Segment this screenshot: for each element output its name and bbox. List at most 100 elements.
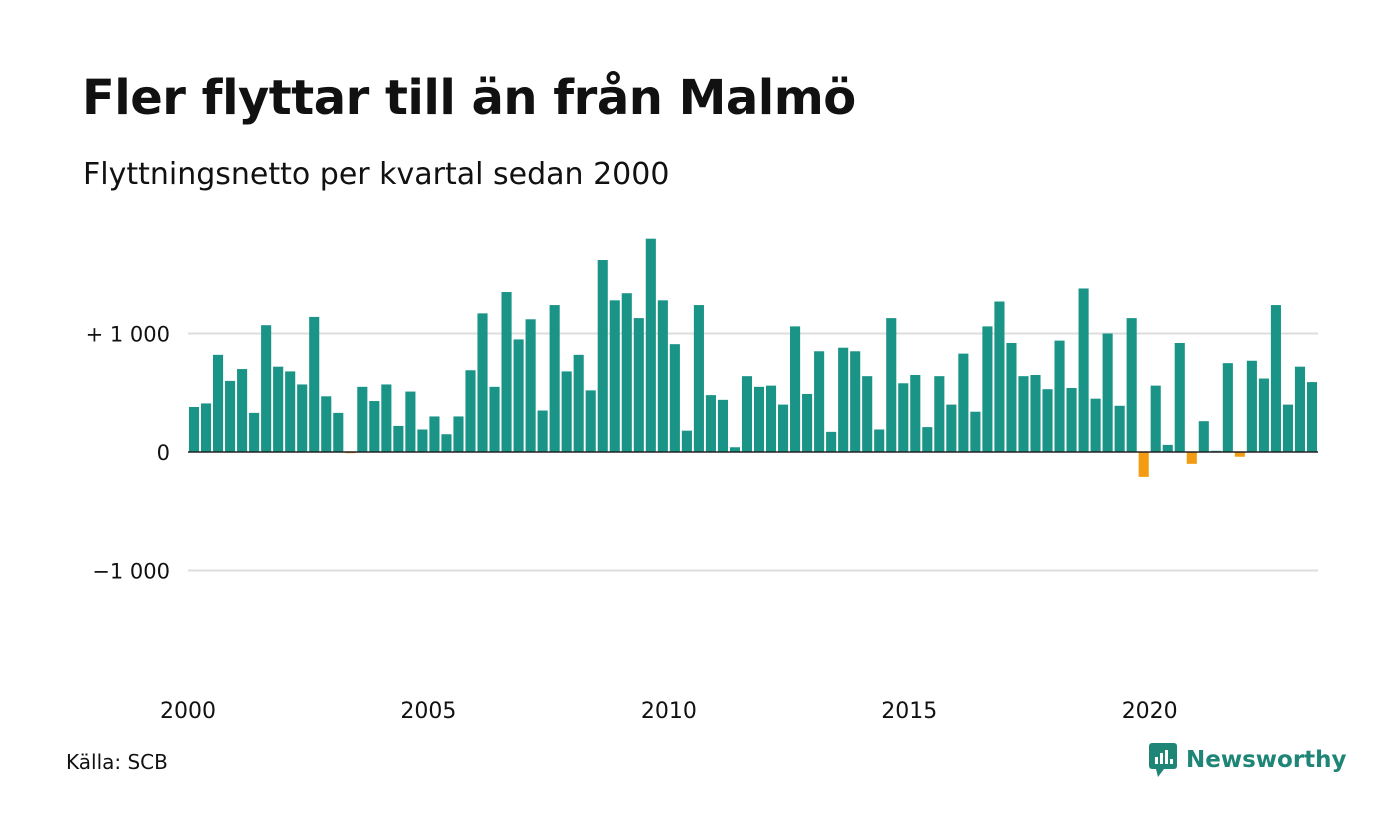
- bar: [1006, 342, 1017, 452]
- bar: [645, 238, 656, 452]
- bar: [1270, 305, 1281, 452]
- bar: [790, 326, 801, 452]
- bar: [453, 416, 464, 452]
- bar: [898, 383, 909, 452]
- bar: [585, 390, 596, 452]
- bar: [285, 371, 296, 452]
- bar: [525, 319, 536, 452]
- bar: [465, 370, 476, 453]
- bar: [765, 385, 777, 452]
- bar: [225, 380, 236, 452]
- chart-subtitle: Flyttningsnetto per kvartal sedan 2000: [83, 157, 670, 192]
- bar-layer: [188, 238, 1318, 477]
- bar: [705, 395, 716, 452]
- bar: [1186, 452, 1197, 464]
- bar: [729, 447, 741, 452]
- bar: [1294, 366, 1306, 452]
- bar: [429, 416, 440, 452]
- bar: [1162, 444, 1173, 452]
- bar: [213, 354, 224, 452]
- bar: [934, 376, 945, 452]
- bar: [970, 411, 981, 452]
- bar: [489, 386, 500, 452]
- bar: [273, 366, 284, 452]
- bar: [561, 371, 572, 452]
- bar: [1090, 398, 1101, 452]
- bar: [477, 313, 488, 452]
- bar: [693, 305, 704, 452]
- bar: [862, 376, 873, 452]
- bar: [381, 384, 392, 452]
- bar: [910, 374, 921, 452]
- bar: [549, 305, 560, 452]
- bar: [357, 386, 368, 452]
- bar: [1306, 382, 1318, 452]
- bar: [669, 344, 680, 452]
- bar: [814, 351, 825, 452]
- x-tick-label: 2010: [641, 699, 697, 724]
- y-tick-label: −1 000: [92, 560, 170, 584]
- bar: [1030, 374, 1041, 452]
- bar: [188, 406, 200, 452]
- bar: [609, 300, 620, 452]
- bar: [1174, 342, 1185, 452]
- bar: [417, 429, 428, 453]
- bar: [1282, 404, 1293, 452]
- x-tick-label: 2020: [1122, 699, 1178, 724]
- x-tick-label: 2000: [160, 699, 216, 724]
- y-tick-label: + 1 000: [86, 323, 170, 347]
- newsworthy-logo-icon: [1149, 743, 1177, 777]
- bar: [405, 391, 416, 452]
- bar: [741, 376, 753, 452]
- bar: [717, 399, 728, 452]
- bar: [886, 318, 897, 453]
- chart-title: Fler flyttar till än från Malmö: [82, 70, 856, 126]
- bar: [1222, 363, 1233, 453]
- bar: [513, 339, 524, 452]
- bar: [838, 347, 849, 452]
- bar: [633, 318, 644, 453]
- bar: [1078, 288, 1089, 452]
- bar: [393, 425, 404, 452]
- bar: [1138, 452, 1149, 477]
- bar: [249, 412, 260, 452]
- bar: [1018, 376, 1029, 452]
- bar: [681, 430, 692, 452]
- bar: [802, 393, 813, 452]
- brand-logo[interactable]: Newsworthy: [1148, 742, 1347, 778]
- y-tick-label: 0: [157, 441, 170, 465]
- bar: [994, 301, 1005, 452]
- bar: [597, 260, 608, 452]
- bar: [657, 300, 668, 452]
- source-note: Källa: SCB: [66, 750, 168, 774]
- bar: [1042, 389, 1053, 452]
- bar: [1246, 360, 1257, 452]
- bar: [982, 326, 993, 452]
- bar: [1198, 421, 1209, 452]
- bar: [237, 369, 248, 452]
- bar: [946, 404, 957, 452]
- x-tick-label: 2015: [881, 699, 937, 724]
- bar: [333, 412, 344, 452]
- bar: [573, 354, 584, 452]
- axis-layer: + 1 000 0 −1 000 2000 2005 2010 2015 2020: [86, 323, 1318, 724]
- bar: [200, 403, 212, 453]
- bar: [850, 351, 861, 452]
- bar: [321, 396, 332, 453]
- bar: [501, 292, 512, 452]
- bar: [441, 434, 452, 452]
- bar: [297, 384, 308, 452]
- bar: [1066, 388, 1077, 452]
- bar: [922, 427, 933, 452]
- bar: [778, 404, 789, 452]
- brand-name: Newsworthy: [1186, 747, 1347, 773]
- bar: [537, 410, 548, 452]
- bar: [1054, 340, 1065, 452]
- bar: [369, 401, 380, 452]
- bar: [309, 316, 320, 452]
- bar: [753, 386, 765, 452]
- bar: [1150, 385, 1161, 452]
- bar: [958, 353, 969, 452]
- bar: [621, 293, 632, 452]
